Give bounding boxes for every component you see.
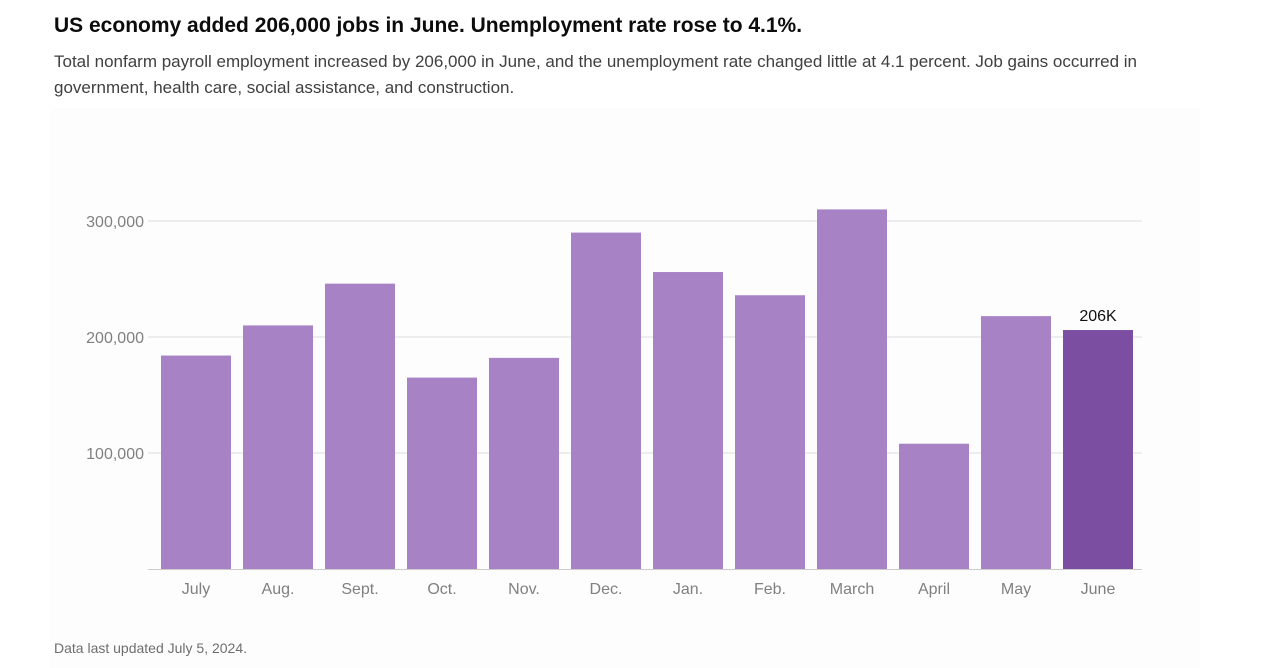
chart-headline: US economy added 206,000 jobs in June. U… — [54, 14, 803, 37]
bar-june — [1063, 330, 1133, 569]
bar-aug — [243, 325, 313, 569]
bar-may — [981, 316, 1051, 569]
x-tick-label: Aug. — [262, 581, 295, 598]
x-tick-label: Sept. — [341, 581, 378, 598]
bar-april — [899, 443, 969, 569]
bar-chart: 100,000 200,000 300,000 July Aug. Sept. Oct. No… — [86, 209, 1142, 598]
chart-panel: 100,000 200,000 300,000 July Aug. Sept. Oct. No… — [50, 108, 1200, 668]
x-tick-label: Feb. — [754, 581, 786, 598]
data-label: 206K — [1079, 308, 1117, 325]
y-tick-label: 200,000 — [86, 330, 144, 347]
bar-oct — [407, 377, 477, 569]
bar-feb — [735, 295, 805, 569]
bar-march — [817, 209, 887, 569]
bar-dec — [571, 232, 641, 569]
x-tick-label: March — [830, 581, 874, 598]
x-tick-label: June — [1081, 581, 1116, 598]
chart-description: Total nonfarm payroll employment increas… — [54, 52, 1137, 97]
data-updated-note: Data last updated July 5, 2024. — [54, 640, 248, 656]
bar-july — [161, 355, 231, 569]
bar-sept — [325, 283, 395, 569]
x-tick-label: Nov. — [508, 581, 540, 598]
x-tick-label: May — [1001, 581, 1031, 598]
bar-nov — [489, 357, 559, 569]
x-tick-label: April — [918, 581, 950, 598]
x-tick-label: Dec. — [590, 581, 623, 598]
x-tick-label: Oct. — [427, 581, 456, 598]
x-tick-label: Jan. — [673, 581, 703, 598]
x-tick-label: July — [182, 581, 210, 598]
y-tick-label: 100,000 — [86, 446, 144, 463]
bar-jan — [653, 272, 723, 569]
y-tick-label: 300,000 — [86, 214, 144, 231]
